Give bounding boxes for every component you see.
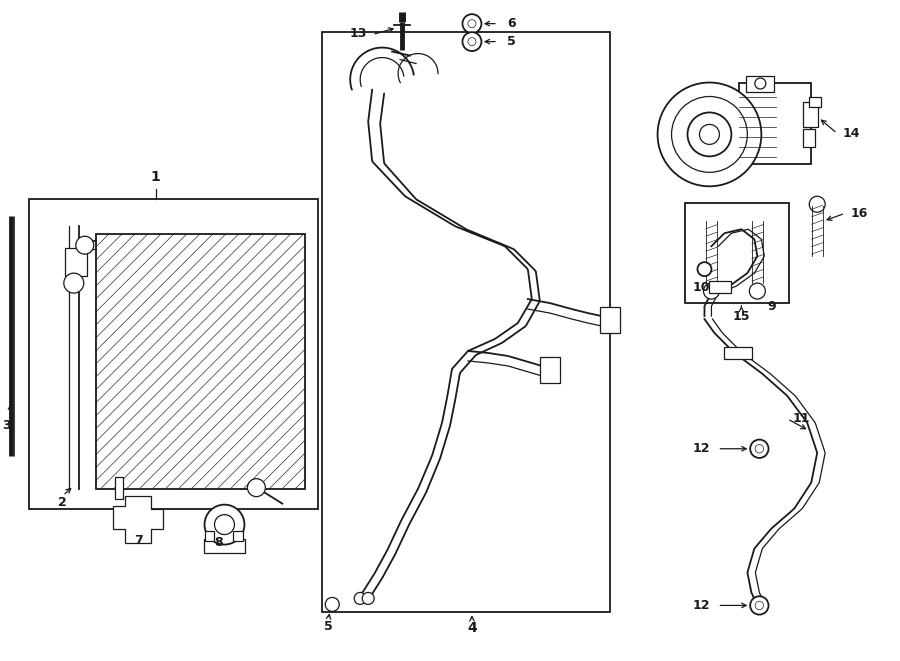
Bar [740,83,811,165]
Text: 8: 8 [214,536,223,549]
Bar [95,234,305,488]
Circle shape [688,112,732,157]
Bar [233,531,243,541]
Bar [804,130,815,147]
Bar [709,281,732,293]
Circle shape [325,598,339,611]
Circle shape [671,97,747,173]
Circle shape [204,504,245,545]
Bar [685,204,789,303]
Text: 16: 16 [850,207,868,219]
Bar [599,307,619,333]
Text: 12: 12 [693,442,710,455]
Bar [809,97,821,108]
Circle shape [355,592,366,604]
Bar [65,248,86,276]
Text: 13: 13 [349,27,367,40]
Text: 11: 11 [793,412,810,425]
Circle shape [248,479,266,496]
Text: 5: 5 [508,35,517,48]
Polygon shape [112,496,163,543]
Bar [804,102,818,128]
Text: 1: 1 [150,171,160,184]
Text: 2: 2 [58,496,68,509]
Bar [322,32,609,612]
Text: 5: 5 [324,620,333,633]
Text: 14: 14 [842,127,860,140]
Bar [724,347,752,359]
Circle shape [658,83,761,186]
Circle shape [699,124,719,144]
Circle shape [704,283,719,299]
Bar [540,357,560,383]
Text: 3: 3 [3,419,11,432]
Text: 12: 12 [693,599,710,612]
Text: 4: 4 [467,621,477,635]
Bar [203,539,246,553]
Text: 6: 6 [508,17,517,30]
Circle shape [468,20,476,28]
Circle shape [755,445,763,453]
Circle shape [698,262,711,276]
Bar [204,531,214,541]
Text: 7: 7 [134,534,143,547]
Circle shape [755,78,766,89]
Text: 10: 10 [693,280,710,293]
Circle shape [64,273,84,293]
Circle shape [76,236,94,254]
Bar [746,75,774,91]
Circle shape [755,602,763,609]
Circle shape [751,440,769,458]
Circle shape [751,596,769,615]
Circle shape [463,14,482,33]
Circle shape [809,196,825,212]
Circle shape [463,32,482,51]
Text: 9: 9 [767,299,776,313]
Circle shape [362,592,374,604]
Circle shape [468,38,476,46]
Bar [114,477,122,498]
Bar [29,199,319,508]
Circle shape [750,283,765,299]
Circle shape [214,515,235,535]
Text: 15: 15 [733,309,750,323]
